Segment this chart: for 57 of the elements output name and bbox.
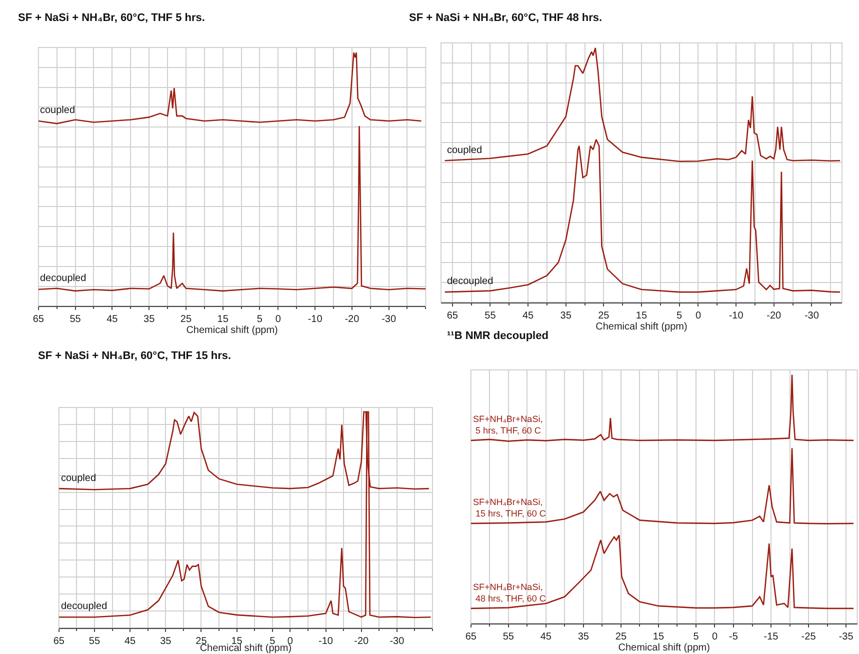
x-tick-label: 25 xyxy=(180,314,192,326)
x-tick-label: 65 xyxy=(32,314,44,326)
x-tick-label: -25 xyxy=(801,631,816,642)
x-tick-label: -30 xyxy=(382,314,396,326)
x-tick-label: 35 xyxy=(578,631,590,642)
series-label: coupled xyxy=(447,145,482,156)
x-axis-title: Chemical shift (ppm) xyxy=(618,642,710,654)
x-tick-label: 45 xyxy=(106,314,118,326)
x-tick-label: 25 xyxy=(598,310,610,322)
chart-title: ¹¹B NMR decoupled xyxy=(447,330,548,342)
x-tick-label: 65 xyxy=(465,631,477,642)
x-tick-label: 35 xyxy=(560,310,572,322)
series-label: coupled xyxy=(40,105,76,116)
x-tick-label: 5 xyxy=(676,310,683,322)
x-tick-label: -10 xyxy=(728,310,744,322)
x-tick-label: 35 xyxy=(144,314,156,326)
series-label: coupled xyxy=(61,473,96,484)
x-tick-label: -5 xyxy=(729,631,738,642)
series-label: SF+NH₄Br+NaSi, 15 hrs, THF, 60 C xyxy=(473,497,546,519)
chart-title: SF + NaSi + NH₄Br, 60°C, THF 48 hrs. xyxy=(409,12,602,24)
x-axis-title: Chemical shift (ppm) xyxy=(186,325,278,336)
x-tick-label: 65 xyxy=(53,636,65,647)
x-tick-label: 0 xyxy=(695,310,702,322)
x-tick-label: 65 xyxy=(446,310,458,322)
x-tick-label: 55 xyxy=(88,636,100,647)
x-tick-label: 15 xyxy=(636,310,648,322)
x-tick-label: -10 xyxy=(318,636,334,647)
series-label: SF+NH₄Br+NaSi, 5 hrs, THF, 60 C xyxy=(473,414,543,436)
series-label: decoupled xyxy=(447,276,494,287)
x-tick-label: -20 xyxy=(344,314,360,326)
x-tick-label: 45 xyxy=(540,631,552,642)
x-tick-label: 0 xyxy=(712,631,718,642)
x-tick-label: -15 xyxy=(764,631,779,642)
x-tick-label: 55 xyxy=(502,631,514,642)
x-tick-label: 45 xyxy=(124,636,136,647)
x-tick-label: -30 xyxy=(390,636,405,647)
x-tick-label: 35 xyxy=(160,636,172,647)
x-tick-label: 15 xyxy=(217,314,229,326)
x-tick-label: 25 xyxy=(615,631,627,642)
series-label: SF+NH₄Br+NaSi, 48 hrs, THF, 60 C xyxy=(473,582,546,604)
series-label: decoupled xyxy=(40,273,86,284)
x-tick-label: 45 xyxy=(522,310,534,322)
chart-title: SF + NaSi + NH₄Br, 60°C, THF 5 hrs. xyxy=(18,12,205,24)
x-tick-label: 5 xyxy=(693,631,700,642)
chart-title: SF + NaSi + NH₄Br, 60°C, THF 15 hrs. xyxy=(38,350,232,362)
x-tick-label: 0 xyxy=(275,314,282,326)
x-tick-label: -20 xyxy=(766,310,782,322)
x-tick-label: -10 xyxy=(308,314,323,326)
x-axis-title: Chemical shift (ppm) xyxy=(596,321,688,332)
x-tick-label: 55 xyxy=(484,310,496,322)
x-tick-label: 55 xyxy=(70,314,82,326)
x-tick-label: 5 xyxy=(256,314,263,326)
x-tick-label: -30 xyxy=(804,310,820,322)
x-tick-label: -35 xyxy=(838,631,854,642)
x-tick-label: 15 xyxy=(652,631,664,642)
x-tick-label: -20 xyxy=(354,636,369,647)
series-label: decoupled xyxy=(61,601,108,612)
